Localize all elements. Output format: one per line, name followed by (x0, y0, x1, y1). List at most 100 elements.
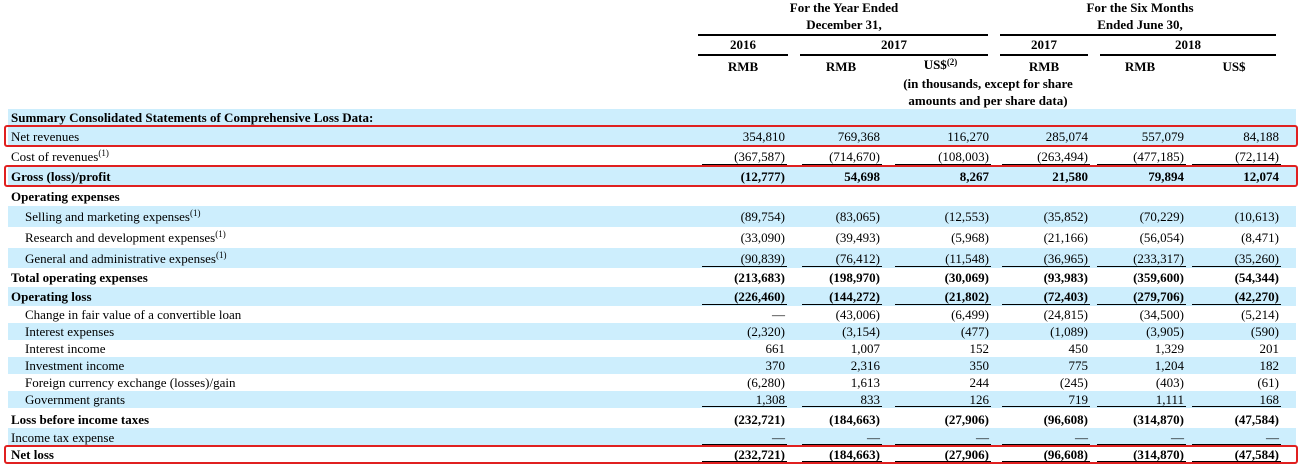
cell-value: (12,777) (740, 169, 785, 184)
currency-col-0: RMB (727, 59, 759, 74)
row-label: Operating expenses (11, 188, 120, 205)
cell-value: (5,214) (1241, 307, 1279, 322)
year-rule-2016 (698, 54, 788, 56)
total-rule (702, 444, 787, 445)
cell-value: 12,074 (1243, 169, 1279, 184)
cell-value: (76,412) (835, 251, 880, 266)
currency-col-4: RMB (1124, 59, 1156, 74)
cell-value: (90,839) (740, 251, 785, 266)
row-label: Net loss (11, 446, 54, 463)
row-label: Change in fair value of a convertible lo… (25, 306, 241, 323)
units-note-line2: amounts and per share data) (908, 93, 1068, 108)
total-rule (702, 164, 787, 165)
header-year-ended-line2: December 31, (806, 17, 882, 32)
row-shade (8, 248, 1296, 268)
cell-value: 182 (1259, 358, 1280, 373)
cell-value: (1,089) (1050, 324, 1088, 339)
currency-col-2: US$(2) (893, 57, 988, 73)
header-six-months-line2: Ended June 30, (1097, 17, 1183, 32)
row-shade (8, 357, 1296, 374)
section-title-band (8, 109, 1296, 126)
header-year-2017: 2017 (881, 37, 907, 52)
total-rule (1097, 444, 1186, 445)
cell-value: 354,810 (742, 129, 785, 144)
year-rule-2018 (1100, 54, 1276, 56)
header-year-2017-six: 2017 (1031, 37, 1057, 52)
cell-value: (35,260) (1234, 251, 1279, 266)
cell-value: 285,074 (1045, 129, 1088, 144)
total-rule (1192, 304, 1281, 305)
cell-value: (279,706) (1133, 289, 1184, 304)
cell-value: — (976, 430, 989, 445)
row-label-text: Investment income (25, 358, 125, 373)
currency-usd-label: US$ (923, 57, 947, 72)
cell-value: (232,721) (734, 412, 785, 427)
year-rule-2017-six (1000, 54, 1088, 56)
cell-value: (21,166) (1043, 230, 1088, 245)
row-label-text: Total operating expenses (11, 270, 148, 285)
cell-value: (96,608) (1043, 412, 1088, 427)
cell-value: 126 (969, 392, 990, 407)
year-rule-2017 (800, 54, 988, 56)
cell-value: (590) (1250, 324, 1279, 339)
cell-value: 201 (1259, 341, 1280, 356)
total-rule (1002, 164, 1090, 165)
row-shade (8, 287, 1296, 306)
total-rule (1192, 406, 1281, 407)
cell-value: (27,906) (944, 447, 989, 462)
total-double-rule (1192, 461, 1281, 464)
cell-value: (10,613) (1234, 209, 1279, 224)
cell-value: 661 (765, 341, 786, 356)
cell-value: 79,894 (1148, 169, 1184, 184)
cell-value: 244 (969, 375, 990, 390)
row-label: Income tax expense (11, 429, 114, 446)
total-double-rule (702, 461, 787, 464)
total-rule (895, 304, 991, 305)
total-double-rule (1002, 461, 1090, 464)
cell-value: (42,270) (1234, 289, 1279, 304)
row-label: Gross (loss)/profit (11, 168, 111, 185)
row-shade (8, 391, 1296, 408)
row-shade (8, 206, 1296, 227)
cell-value: 1,308 (755, 392, 785, 407)
cell-value: 769,368 (837, 129, 880, 144)
total-rule (895, 164, 991, 165)
row-label-text: Loss before income taxes (11, 412, 150, 427)
section-title: Summary Consolidated Statements of Compr… (11, 110, 374, 125)
currency-col-3: RMB (1028, 59, 1060, 74)
cell-value: (47,584) (1234, 412, 1279, 427)
cell-value: (403) (1155, 375, 1184, 390)
cell-value: 54,698 (844, 169, 880, 184)
cell-value: — (1075, 430, 1088, 445)
cell-value: (89,754) (740, 209, 785, 224)
row-label: Net revenues (11, 128, 79, 145)
row-label-text: Research and development expenses (25, 230, 216, 245)
cell-value: 84,188 (1243, 129, 1279, 144)
cell-value: 8,267 (959, 169, 989, 184)
cell-value: 168 (1259, 392, 1280, 407)
usd-footnote-mark: (2) (946, 57, 958, 67)
cell-value: (36,965) (1043, 251, 1088, 266)
cell-value: 719 (1068, 392, 1089, 407)
header-six-months-line1: For the Six Months (1086, 0, 1194, 15)
row-label: Selling and marketing expenses(1) (25, 208, 201, 225)
total-rule (802, 164, 882, 165)
cell-value: (21,802) (944, 289, 989, 304)
cell-value: (477,185) (1133, 149, 1184, 164)
cell-value: (61) (1257, 375, 1279, 390)
cell-value: (359,600) (1133, 270, 1184, 285)
total-rule (895, 406, 991, 407)
cell-value: 775 (1068, 358, 1089, 373)
cell-value: (12,553) (944, 209, 989, 224)
header-year-2016: 2016 (730, 37, 756, 52)
total-rule (1097, 164, 1186, 165)
row-label-text: General and administrative expenses (25, 251, 216, 266)
cell-value: (213,683) (734, 270, 785, 285)
row-shade (8, 126, 1296, 146)
cell-value: (8,471) (1241, 230, 1279, 245)
total-rule (1097, 406, 1186, 407)
cell-value: (27,906) (944, 412, 989, 427)
cell-value: 21,580 (1052, 169, 1088, 184)
currency-col-1: RMB (825, 59, 857, 74)
cell-value: (184,663) (829, 412, 880, 427)
